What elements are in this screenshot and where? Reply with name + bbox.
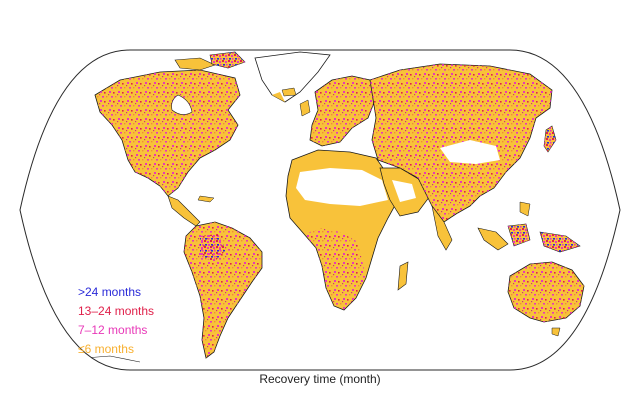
south-america-landmass — [183, 221, 263, 359]
legend-item-6-months-or-less: ≤6 months — [78, 342, 134, 356]
europe-landmass — [281, 75, 376, 147]
maritime-southeast-asia — [477, 201, 581, 253]
australia-landmass — [507, 261, 605, 337]
asia-landmass — [369, 63, 557, 251]
map-caption: Recovery time (month) — [259, 372, 381, 386]
legend-item-13-24-months: 13–24 months — [78, 304, 155, 318]
north-america-landmass — [94, 51, 246, 227]
greenland-landmass — [254, 51, 331, 103]
sahara-no-data-region — [296, 168, 388, 206]
africa-landmass — [285, 149, 409, 311]
legend-item-over-24-months: >24 months — [78, 285, 142, 299]
legend-item-7-12-months: 7–12 months — [78, 323, 148, 337]
map-legend: >24 months 13–24 months 7–12 months ≤6 m… — [78, 283, 154, 359]
